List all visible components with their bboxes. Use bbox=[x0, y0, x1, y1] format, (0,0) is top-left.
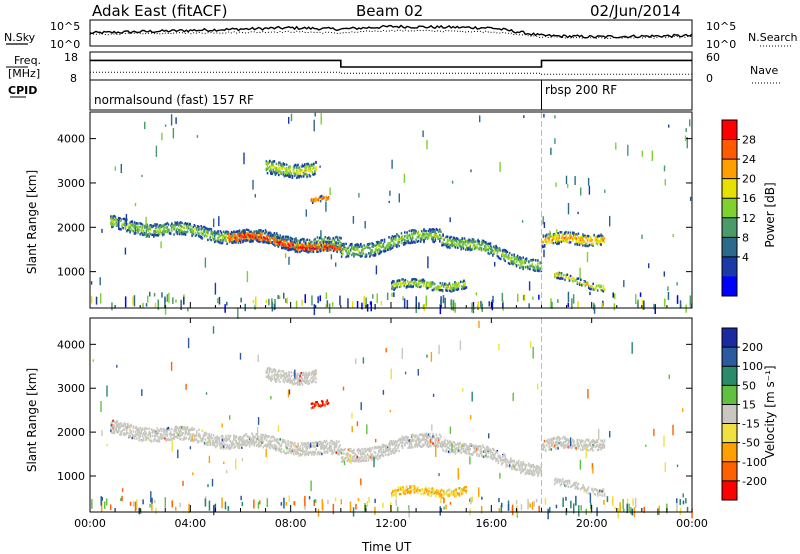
velocity-colorbar-tick-label: 50 bbox=[742, 379, 756, 392]
mhz-label: [MHz] bbox=[8, 67, 41, 80]
power-ytick-label: 3000 bbox=[57, 177, 85, 190]
power-ytick-label: 2000 bbox=[57, 221, 85, 234]
cpid-segment-2: rbsp 200 RF bbox=[545, 83, 618, 97]
noise-series-0 bbox=[89, 24, 693, 39]
velocity-colorbar-segment bbox=[722, 328, 737, 348]
velocity-colorbar-tick-label: -50 bbox=[742, 437, 760, 450]
power-colorbar-tick-label: 8 bbox=[742, 231, 749, 244]
nsearch-tick-high: 10^5 bbox=[706, 20, 737, 33]
power-colorbar-tick-label: 4 bbox=[742, 251, 749, 264]
velocity-ytick-label: 4000 bbox=[57, 338, 85, 351]
power-colorbar-segment bbox=[722, 217, 737, 238]
date-title: 02/Jun/2014 bbox=[590, 2, 681, 20]
nsky-tick-low: 10^0 bbox=[50, 38, 81, 51]
power-colorbar-frame bbox=[721, 119, 738, 297]
cpid-panel-frame bbox=[89, 79, 693, 111]
velocity-ytick-label: 2000 bbox=[57, 426, 85, 439]
time-tick-label: 12:00 bbox=[375, 517, 407, 530]
power-cells bbox=[90, 112, 692, 319]
velocity-ytick-label: 1000 bbox=[57, 470, 85, 483]
power-colorbar-segment bbox=[722, 178, 737, 199]
beam-title: Beam 02 bbox=[356, 2, 424, 20]
velocity-colorbar-tick-label: -15 bbox=[742, 418, 760, 431]
velocity-colorbar-segment bbox=[722, 423, 737, 444]
power-colorbar-segment bbox=[722, 198, 737, 219]
power-colorbar-tick-label: 28 bbox=[742, 134, 756, 147]
velocity-colorbar-tick-label: 200 bbox=[742, 341, 763, 354]
power-colorbar-segment bbox=[722, 120, 737, 141]
velocity-colorbar-tick-label: -100 bbox=[742, 456, 767, 469]
velocity-colorbar-segment bbox=[722, 480, 737, 501]
radar-title: Adak East (fitACF) bbox=[92, 2, 228, 20]
time-tick-label: 16:00 bbox=[475, 517, 507, 530]
freq-series bbox=[90, 59, 692, 68]
cpid-label: CPID bbox=[8, 84, 38, 97]
power-colorbar-tick-label: 24 bbox=[742, 153, 756, 166]
noise-panel-frame bbox=[89, 19, 693, 47]
power-colorbar-tick-label: 20 bbox=[742, 173, 756, 186]
velocity-colorbar-segment bbox=[722, 366, 737, 386]
velocity-colorbar-segment bbox=[722, 442, 737, 463]
velocity-colorbar-segment bbox=[722, 385, 737, 405]
time-tick-label: 00:00 bbox=[74, 517, 106, 530]
nsearch-label: N.Search bbox=[748, 31, 798, 44]
power-colorbar-segment bbox=[722, 276, 737, 297]
time-axis-label: Time UT bbox=[362, 540, 412, 554]
nsearch-tick-low: 10^0 bbox=[706, 38, 737, 51]
velocity-colorbar-frame bbox=[721, 327, 738, 501]
power-colorbar-segment bbox=[722, 159, 737, 180]
cpid-segment-1: normalsound (fast) 157 RF bbox=[94, 93, 254, 107]
velocity-colorbar-tick-label: 100 bbox=[742, 360, 763, 373]
time-tick-label: 04:00 bbox=[174, 517, 206, 530]
velocity-cells bbox=[91, 320, 693, 520]
power-colorbar-tick-label: 16 bbox=[742, 192, 756, 205]
time-tick-label: 08:00 bbox=[275, 517, 307, 530]
power-colorbar-segment bbox=[722, 256, 737, 277]
nave-tick-high: 60 bbox=[706, 51, 720, 64]
power-colorbar-segment bbox=[722, 139, 737, 160]
power-panel-frame bbox=[89, 111, 693, 309]
velocity-colorbar-segment bbox=[722, 347, 737, 367]
time-tick-label: 20:00 bbox=[576, 517, 608, 530]
nave-tick-low: 0 bbox=[706, 72, 713, 85]
nave-series bbox=[90, 71, 692, 75]
noise-series-1 bbox=[89, 29, 693, 40]
velocity-colorbar-tick-label: 15 bbox=[742, 398, 756, 411]
nave-label: Nave bbox=[750, 64, 779, 77]
freq-tick-high: 18 bbox=[64, 51, 78, 64]
nsky-label: N.Sky bbox=[4, 31, 36, 44]
velocity-colorbar-segment bbox=[722, 404, 737, 424]
freq-tick-low: 8 bbox=[70, 72, 77, 85]
time-tick-label: 00:00 bbox=[676, 517, 708, 530]
power-ytick-label: 1000 bbox=[57, 266, 85, 279]
velocity-panel-frame bbox=[89, 317, 693, 513]
velocity-colorbar-segment bbox=[722, 461, 737, 482]
velocity-ytick-label: 3000 bbox=[57, 382, 85, 395]
power-ytick-label: 4000 bbox=[57, 133, 85, 146]
nsky-tick-high: 10^5 bbox=[50, 20, 81, 33]
freq-label: Freq. bbox=[14, 54, 42, 67]
velocity-colorbar-tick-label: -200 bbox=[742, 475, 767, 488]
power-colorbar-tick-label: 12 bbox=[742, 212, 756, 225]
freq-panel-frame bbox=[89, 51, 693, 81]
power-colorbar-segment bbox=[722, 237, 737, 258]
